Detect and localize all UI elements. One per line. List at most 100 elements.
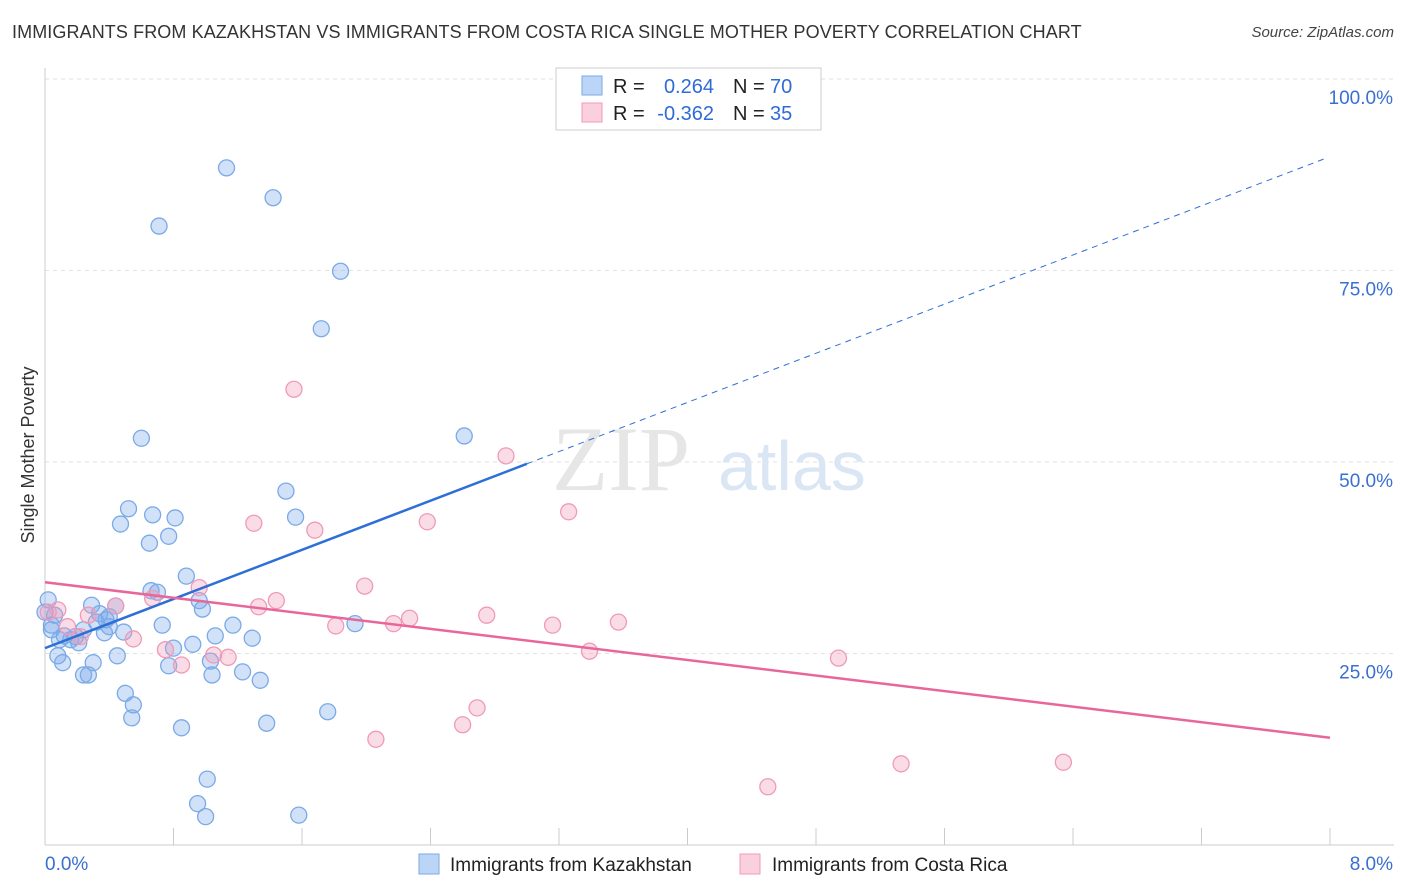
data-point: [153, 616, 171, 634]
stat-r-label: R =: [613, 76, 645, 98]
data-point: [267, 591, 285, 610]
x-ticks: [44, 828, 1331, 845]
chart-title: IMMIGRANTS FROM KAZAKHSTAN VS IMMIGRANTS…: [12, 22, 1082, 42]
data-point: [107, 597, 125, 615]
data-point: [206, 627, 224, 645]
grid: [45, 78, 1394, 654]
data-point: [58, 618, 77, 636]
svg-text:atlas: atlas: [718, 427, 866, 505]
data-point: [400, 609, 419, 627]
stat-n-label: N =: [733, 76, 765, 98]
data-point: [306, 521, 324, 539]
data-point: [331, 262, 350, 280]
data-point: [543, 616, 562, 634]
data-point: [580, 642, 599, 660]
data-point: [198, 770, 216, 788]
y-tick-label: 100.0%: [1329, 88, 1394, 109]
data-point: [367, 730, 385, 748]
data-point: [251, 671, 269, 689]
data-point: [497, 447, 515, 465]
data-point: [143, 506, 162, 524]
y-axis-label: Single Mother Poverty: [18, 366, 38, 543]
data-point: [224, 616, 242, 634]
y-tick-label: 75.0%: [1339, 280, 1393, 301]
data-point: [892, 755, 910, 773]
data-point: [166, 509, 184, 527]
watermark: ZIP atlas: [552, 408, 866, 510]
data-point: [172, 656, 191, 674]
source-label: Source: ZipAtlas.com: [1251, 24, 1394, 41]
data-point: [49, 601, 67, 619]
data-point: [205, 646, 223, 664]
data-point: [233, 663, 252, 681]
y-tick-label: 50.0%: [1339, 471, 1393, 492]
data-point: [74, 666, 93, 684]
data-point: [453, 716, 472, 734]
trend-line-costa-rica: [44, 581, 1331, 740]
data-point: [468, 699, 486, 717]
data-point: [759, 778, 777, 796]
data-point: [111, 515, 130, 533]
data-point: [124, 696, 142, 714]
trend-line-kazakhstan: [44, 462, 528, 650]
series-1: [39, 380, 1073, 796]
stat-r-label: R =: [613, 103, 645, 125]
data-point: [108, 647, 126, 665]
data-point: [286, 508, 305, 526]
stats-legend: R = 0.264 N = 70 R = -0.362 N = 35: [555, 67, 822, 131]
data-point: [193, 600, 212, 618]
x-tick-label-max: 8.0%: [1350, 854, 1393, 875]
data-point: [264, 189, 282, 207]
legend-label-costa-rica: Immigrants from Costa Rica: [772, 855, 1008, 876]
data-point: [418, 513, 436, 531]
legend-swatch-kazakhstan: [418, 853, 440, 875]
data-point: [150, 217, 168, 235]
data-point: [156, 641, 175, 659]
data-point: [355, 577, 374, 595]
data-point: [123, 709, 141, 727]
stat-n-label: N =: [733, 103, 765, 125]
data-point: [243, 629, 261, 647]
data-point: [327, 617, 345, 635]
data-point: [559, 503, 578, 521]
svg-text:ZIP: ZIP: [552, 408, 690, 510]
legend-swatch-costa-rica: [739, 853, 761, 875]
series-legend: Immigrants from Kazakhstan Immigrants fr…: [418, 853, 1008, 876]
data-point: [160, 657, 178, 675]
data-point: [312, 320, 330, 338]
data-point: [245, 514, 263, 532]
data-point: [177, 567, 196, 585]
data-point: [277, 482, 295, 500]
data-point: [219, 648, 237, 666]
data-point: [140, 534, 159, 552]
data-point: [160, 527, 178, 545]
legend-swatch-costa-rica: [581, 102, 603, 123]
data-point: [285, 380, 303, 398]
data-point: [124, 630, 142, 648]
data-point: [172, 719, 191, 737]
data-point: [455, 427, 473, 445]
data-point: [54, 654, 72, 672]
data-point: [609, 613, 628, 631]
series-0: [36, 159, 473, 826]
data-point: [829, 649, 848, 667]
stat-r-value-costa-rica: -0.362: [657, 103, 714, 125]
data-point: [79, 666, 98, 684]
stat-n-value-kazakhstan: 70: [770, 76, 792, 98]
legend-swatch-kazakhstan: [581, 75, 603, 96]
data-point: [184, 635, 202, 653]
stat-n-value-costa-rica: 35: [770, 103, 792, 125]
x-tick-label-min: 0.0%: [45, 854, 88, 875]
data-point: [258, 714, 276, 732]
data-point: [119, 500, 138, 518]
stat-r-value-kazakhstan: 0.264: [664, 76, 714, 98]
data-point: [196, 808, 215, 826]
data-point: [132, 429, 151, 447]
legend-label-kazakhstan: Immigrants from Kazakhstan: [450, 855, 692, 876]
data-point: [203, 666, 221, 684]
data-point: [319, 703, 337, 721]
data-point: [188, 794, 207, 813]
data-point: [478, 606, 496, 624]
data-point: [1054, 753, 1073, 771]
